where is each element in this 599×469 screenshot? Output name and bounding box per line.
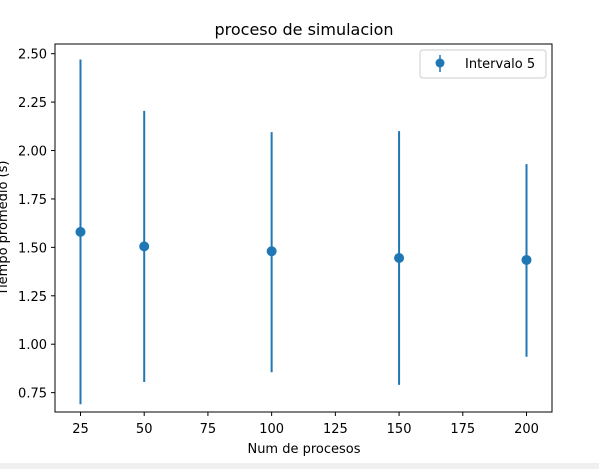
y-tick-label: 1.75 — [18, 193, 47, 208]
x-tick-label: 75 — [200, 422, 217, 437]
legend-entry-intervalo-5: Intervalo 5 — [465, 57, 535, 72]
y-tick-label: 1.00 — [18, 338, 47, 353]
data-point — [522, 255, 532, 265]
legend-point-marker — [436, 59, 445, 68]
y-tick-label: 1.25 — [18, 290, 47, 305]
x-tick-label: 200 — [514, 422, 539, 437]
y-tick-label: 2.25 — [18, 96, 47, 111]
x-axis-label: Num de procesos — [247, 442, 360, 457]
x-tick-label: 175 — [450, 422, 475, 437]
series-layer — [75, 59, 531, 404]
legend: Intervalo 5 — [420, 50, 546, 78]
window-bottom-edge — [0, 463, 599, 469]
data-point — [267, 246, 277, 256]
x-tick-label: 125 — [323, 422, 348, 437]
data-point — [139, 241, 149, 251]
axes-frame — [55, 44, 552, 412]
y-axis-label: Tiempo promedio (s) — [0, 161, 11, 297]
data-point — [394, 253, 404, 263]
plot-area — [55, 44, 552, 412]
x-tick-label: 150 — [387, 422, 412, 437]
y-tick-label: 1.50 — [18, 241, 47, 256]
x-axis: 25 50 75 100 125 150 175 200 — [72, 412, 539, 437]
x-tick-label: 100 — [259, 422, 284, 437]
x-tick-label: 50 — [136, 422, 153, 437]
y-tick-label: 2.50 — [18, 48, 47, 63]
data-point — [75, 227, 85, 237]
y-tick-label: 2.00 — [18, 145, 47, 160]
y-tick-label: 0.75 — [18, 387, 47, 402]
chart-title: proceso de simulacion — [214, 20, 393, 39]
y-axis: 0.75 1.00 1.25 1.50 1.75 2.00 2.25 2.50 — [18, 48, 55, 402]
x-tick-label: 25 — [72, 422, 89, 437]
